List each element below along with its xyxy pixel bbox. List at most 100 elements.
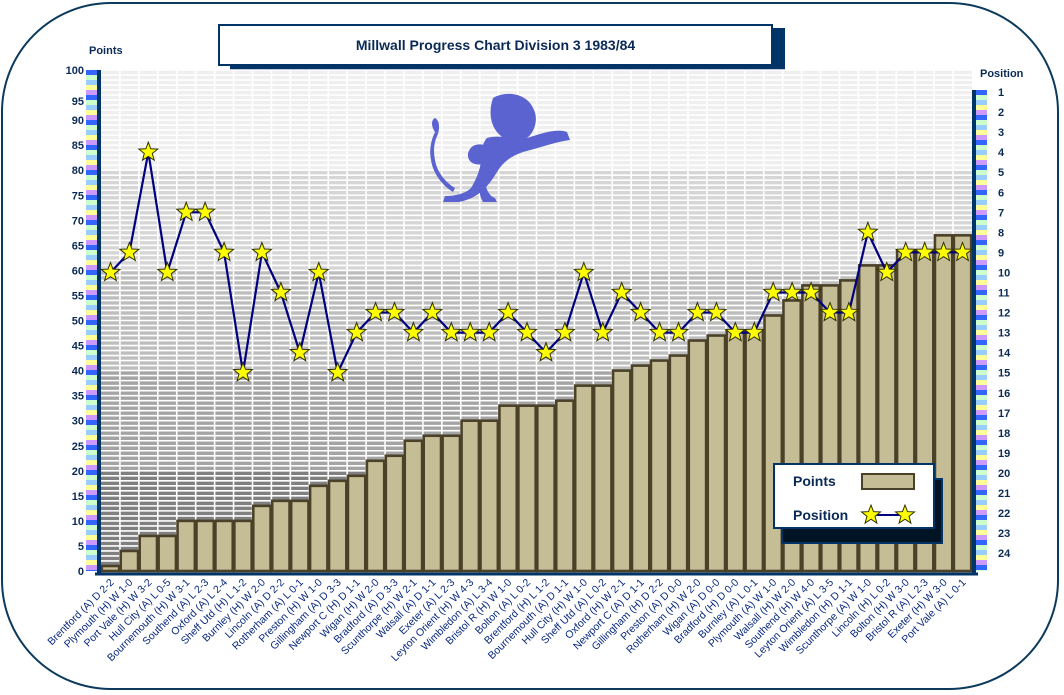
points-bar [422, 434, 443, 573]
axis-stripe [86, 80, 97, 85]
axis-stripe [86, 530, 97, 535]
points-bar [725, 329, 746, 573]
axis-stripe [976, 430, 987, 435]
axis-stripe [976, 105, 987, 110]
axis-stripe [976, 240, 987, 245]
y-tick-label: 55 [72, 290, 84, 302]
axis-stripe [86, 225, 97, 230]
axis-stripe [976, 125, 987, 130]
points-bar [706, 334, 727, 573]
axis-stripe [86, 365, 97, 370]
y-tick-label: 40 [72, 366, 84, 378]
points-bar [744, 329, 765, 573]
points-bar [517, 404, 538, 573]
axis-stripe [86, 275, 97, 280]
position-star-marker [270, 281, 292, 302]
axis-stripe [976, 100, 987, 105]
axis-stripe [976, 360, 987, 365]
y-tick-label: 50 [72, 316, 84, 328]
axis-stripe [86, 550, 97, 555]
axis-stripe [86, 240, 97, 245]
axis-stripe [976, 335, 987, 340]
position-star-marker [497, 301, 519, 322]
axis-stripe [976, 395, 987, 400]
y-tick-label: 30 [72, 416, 84, 428]
axis-stripe [976, 205, 987, 210]
y2-tick-label: 22 [998, 508, 1010, 520]
axis-stripe [86, 400, 97, 405]
points-bar [346, 474, 367, 573]
axis-stripe [976, 330, 987, 335]
axis-stripe [86, 285, 97, 290]
position-star-marker [194, 200, 217, 222]
axis-stripe [86, 510, 97, 515]
axis-stripe [86, 445, 97, 450]
position-star-marker [572, 261, 595, 282]
axis-stripe [86, 315, 97, 320]
points-bar [384, 454, 405, 573]
axis-stripe [976, 365, 987, 370]
axis-stripe [976, 175, 987, 180]
points-bar [763, 314, 784, 573]
axis-stripe [86, 390, 97, 395]
position-star-marker [932, 240, 955, 262]
axis-stripe [86, 170, 97, 175]
axis-stripe [86, 435, 97, 440]
axis-stripe [86, 470, 97, 475]
position-star-marker [402, 321, 425, 342]
points-bar [687, 339, 708, 573]
points-bar [270, 499, 291, 573]
axis-stripe [86, 440, 97, 445]
axis-stripe [976, 305, 987, 310]
axis-stripe [86, 300, 97, 305]
y-axis-title: Points [89, 45, 123, 57]
axis-stripe [86, 75, 97, 80]
axis-stripe [86, 520, 97, 525]
axis-stripe [86, 360, 97, 365]
axis-stripe [86, 505, 97, 510]
axis-stripe [976, 530, 987, 535]
axis-stripe [86, 85, 97, 90]
y-axis-left [86, 70, 101, 574]
axis-stripe [976, 285, 987, 290]
position-star-marker [781, 281, 803, 302]
legend-points-label: Points [793, 473, 836, 489]
points-bar [195, 519, 216, 573]
axis-stripe [976, 425, 987, 430]
points-bar [327, 479, 348, 573]
y2-tick-label: 23 [998, 528, 1010, 540]
axis-stripe [86, 115, 97, 120]
axis-stripe [86, 385, 97, 390]
points-bar [649, 359, 670, 573]
axis-stripe [976, 485, 987, 490]
axis-stripe [86, 155, 97, 160]
points-bar [100, 564, 121, 573]
position-star-marker [364, 301, 387, 322]
axis-stripe [976, 385, 987, 390]
axis-stripe [86, 420, 97, 425]
axis-stripe [976, 195, 987, 200]
position-line [109, 151, 963, 374]
axis-stripe [976, 250, 987, 255]
points-bar [460, 419, 481, 573]
axis-stripe [86, 100, 97, 105]
y2-tick-label: 6 [998, 187, 1004, 199]
y-tick-label: 95 [72, 96, 84, 108]
points-bar [289, 499, 310, 573]
axis-stripe [976, 210, 987, 215]
axis-stripe [976, 400, 987, 405]
position-star-marker [232, 361, 254, 382]
axis-stripe [86, 150, 97, 155]
axis-stripe [86, 105, 97, 110]
y2-tick-label: 16 [998, 388, 1010, 400]
axis-stripe [976, 405, 987, 410]
y-tick-label: 35 [72, 391, 84, 403]
y-tick-label: 45 [72, 341, 84, 353]
axis-stripe [976, 545, 987, 550]
y2-tick-label: 5 [998, 167, 1004, 179]
position-star-marker [288, 341, 311, 362]
axis-stripe [86, 175, 97, 180]
position-star-marker [667, 321, 690, 342]
axis-stripe [86, 460, 97, 465]
